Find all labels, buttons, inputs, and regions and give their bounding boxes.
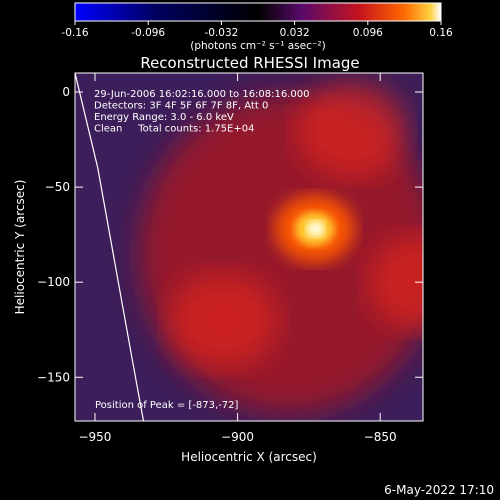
chart-title: Reconstructed RHESSI Image xyxy=(140,54,359,72)
annotation-line: Detectors: 3F 4F 5F 6F 7F 8F, Att 0 xyxy=(94,101,268,112)
observation-annotations: 29-Jun-2006 16:02:16.000 to 16:08:16.000… xyxy=(94,89,310,135)
x-axis: −950−900−850−800 xyxy=(78,73,397,444)
colorbar-tick-label: -0.032 xyxy=(204,27,238,39)
footer-date: 6-May-2022 17:10 xyxy=(384,483,494,497)
peak-center xyxy=(306,220,325,237)
colorbar-tick-label: 0.16 xyxy=(429,27,453,39)
colorbar-gradient xyxy=(74,2,442,22)
colorbar-ticks: -0.16 -0.096 -0.032 0.032 0.096 0.16 xyxy=(61,21,453,39)
y-tick-label: −50 xyxy=(45,180,70,194)
annotation-line: 29-Jun-2006 16:02:16.000 to 16:08:16.000 xyxy=(94,89,310,100)
colorbar: -0.16 -0.096 -0.032 0.032 0.096 0.16 (photons… xyxy=(61,2,453,52)
emission-region xyxy=(368,234,423,331)
y-tick-label: 0 xyxy=(62,85,70,99)
emission-region xyxy=(296,82,407,179)
emission-region xyxy=(168,272,279,369)
annotation-line: Clean Total counts: 1.75E+04 xyxy=(94,124,254,135)
y-tick-label: −150 xyxy=(37,370,70,384)
annotation-line: Energy Range: 3.0 - 6.0 keV xyxy=(94,112,234,123)
x-tick-label: −900 xyxy=(221,430,254,444)
y-axis: 0 −50 −100 −150 xyxy=(37,85,423,384)
colorbar-unit-label: (photons cm⁻² s⁻¹ asec⁻²) xyxy=(190,40,325,52)
plot-frame xyxy=(74,72,424,422)
x-axis-label: Heliocentric X (arcsec) xyxy=(181,450,317,464)
emission-regions xyxy=(138,82,423,414)
y-tick-label: −100 xyxy=(37,275,70,289)
colorbar-tick-label: -0.096 xyxy=(131,27,165,39)
x-tick-label: −850 xyxy=(364,430,397,444)
solar-limb-line xyxy=(75,73,145,421)
y-axis-label: Heliocentric Y (arcsec) xyxy=(13,180,27,315)
peak-position-text: Position of Peak = [-873,-72] xyxy=(95,400,239,411)
x-tick-label: −950 xyxy=(78,430,111,444)
heatmap-image xyxy=(75,73,423,421)
colorbar-tick-label: 0.096 xyxy=(353,27,383,39)
colorbar-tick-label: 0.032 xyxy=(280,27,310,39)
colorbar-tick-label: -0.16 xyxy=(61,27,88,39)
